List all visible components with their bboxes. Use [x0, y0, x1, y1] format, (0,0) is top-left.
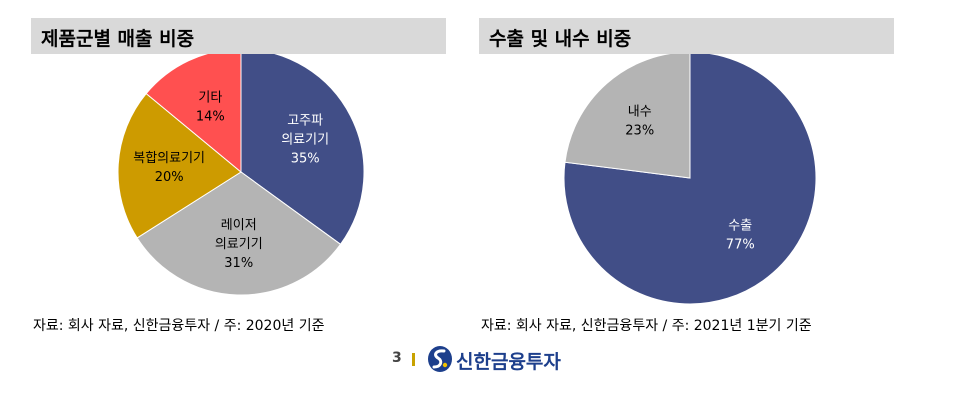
- pie-slice: [564, 54, 691, 179]
- pie-slice-label: 레이저 의료기기 31%: [215, 218, 263, 271]
- shinhan-logo-icon: [428, 346, 452, 372]
- pie-chart-product-mix: 고주파 의료기기 35% 레이저 의료기기 31% 복합의료기기 20% 기타 14%: [117, 54, 365, 296]
- chart-panel-export: 수출 및 내수 비중 수출 77% 내수 23% 자료: 회사 자료, 신한금융투자 …: [479, 18, 894, 338]
- pie-chart-export-domestic: 수출 77% 내수 23%: [563, 54, 817, 305]
- footer-separator: [412, 353, 415, 366]
- chart-source-note: 자료: 회사 자료, 신한금융투자 / 주: 2021년 1분기 기준: [481, 318, 812, 334]
- chart-panel-product: 제품군별 매출 비중 고주파 의료기기 35% 레이저 의료기기 31% 복합의료기기 20%…: [31, 18, 446, 338]
- pie-slice: [563, 54, 817, 305]
- chart-title-bar: 수출 및 내수 비중: [479, 18, 894, 54]
- pie-slice: [117, 92, 242, 239]
- chart-title: 수출 및 내수 비중: [489, 28, 632, 50]
- pie-slice-label: 복합의료기기 20%: [133, 151, 205, 185]
- brand-name: 신한금융투자: [456, 351, 561, 373]
- pie-slice: [240, 54, 365, 245]
- pie-slice-label: 고주파 의료기기 35%: [281, 113, 329, 166]
- pie-slice: [145, 54, 242, 174]
- pie-slice-label: 수출 77%: [726, 219, 755, 253]
- chart-title: 제품군별 매출 비중: [41, 28, 195, 50]
- pie-slice: [136, 171, 342, 296]
- pie-slice-label: 기타 14%: [196, 90, 225, 124]
- chart-title-bar: 제품군별 매출 비중: [31, 18, 446, 54]
- chart-source-note: 자료: 회사 자료, 신한금융투자 / 주: 2020년 기준: [33, 318, 325, 334]
- page-number: 3: [392, 350, 402, 366]
- pie-slice-label: 내수 23%: [625, 104, 654, 138]
